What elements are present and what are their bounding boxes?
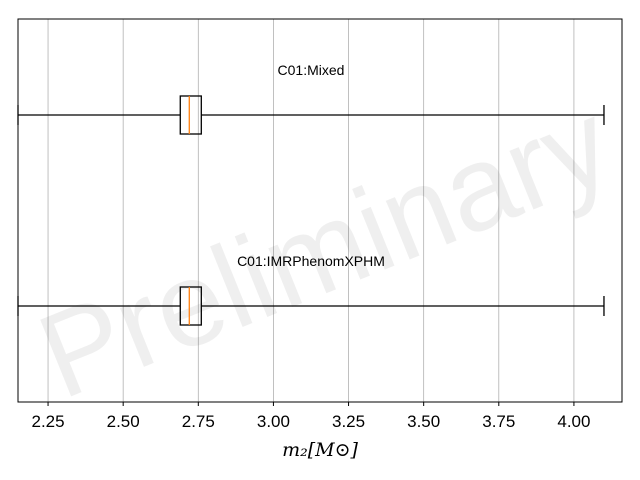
iqr-box [179, 286, 202, 326]
x-tick-label: 3.50 [407, 412, 440, 431]
x-tick-label: 3.00 [257, 412, 290, 431]
x-tick-label: 3.75 [482, 412, 515, 431]
box-series: C01:Mixed [17, 62, 605, 135]
series-label: C01:IMRPhenomXPHM [237, 253, 385, 269]
plot-frame [17, 18, 623, 403]
series-label: C01:Mixed [278, 62, 345, 78]
box-layer: C01:Mixed C01:IMRPhenomXPHM [17, 62, 605, 326]
x-tick-label: 2.75 [182, 412, 215, 431]
tick-layer: 2.25 2.50 2.75 3.00 3.25 3.50 3.75 4.00 [32, 402, 590, 431]
iqr-box [179, 95, 202, 135]
watermark-text: Preliminary [22, 75, 629, 424]
grid-layer [47, 19, 575, 402]
x-tick-label: 4.00 [557, 412, 590, 431]
box-series: C01:IMRPhenomXPHM [17, 253, 605, 326]
x-tick-label: 3.25 [332, 412, 365, 431]
x-tick-label: 2.50 [107, 412, 140, 431]
x-tick-label: 2.25 [32, 412, 65, 431]
x-axis-label: m₂[M⊙] [282, 439, 358, 461]
